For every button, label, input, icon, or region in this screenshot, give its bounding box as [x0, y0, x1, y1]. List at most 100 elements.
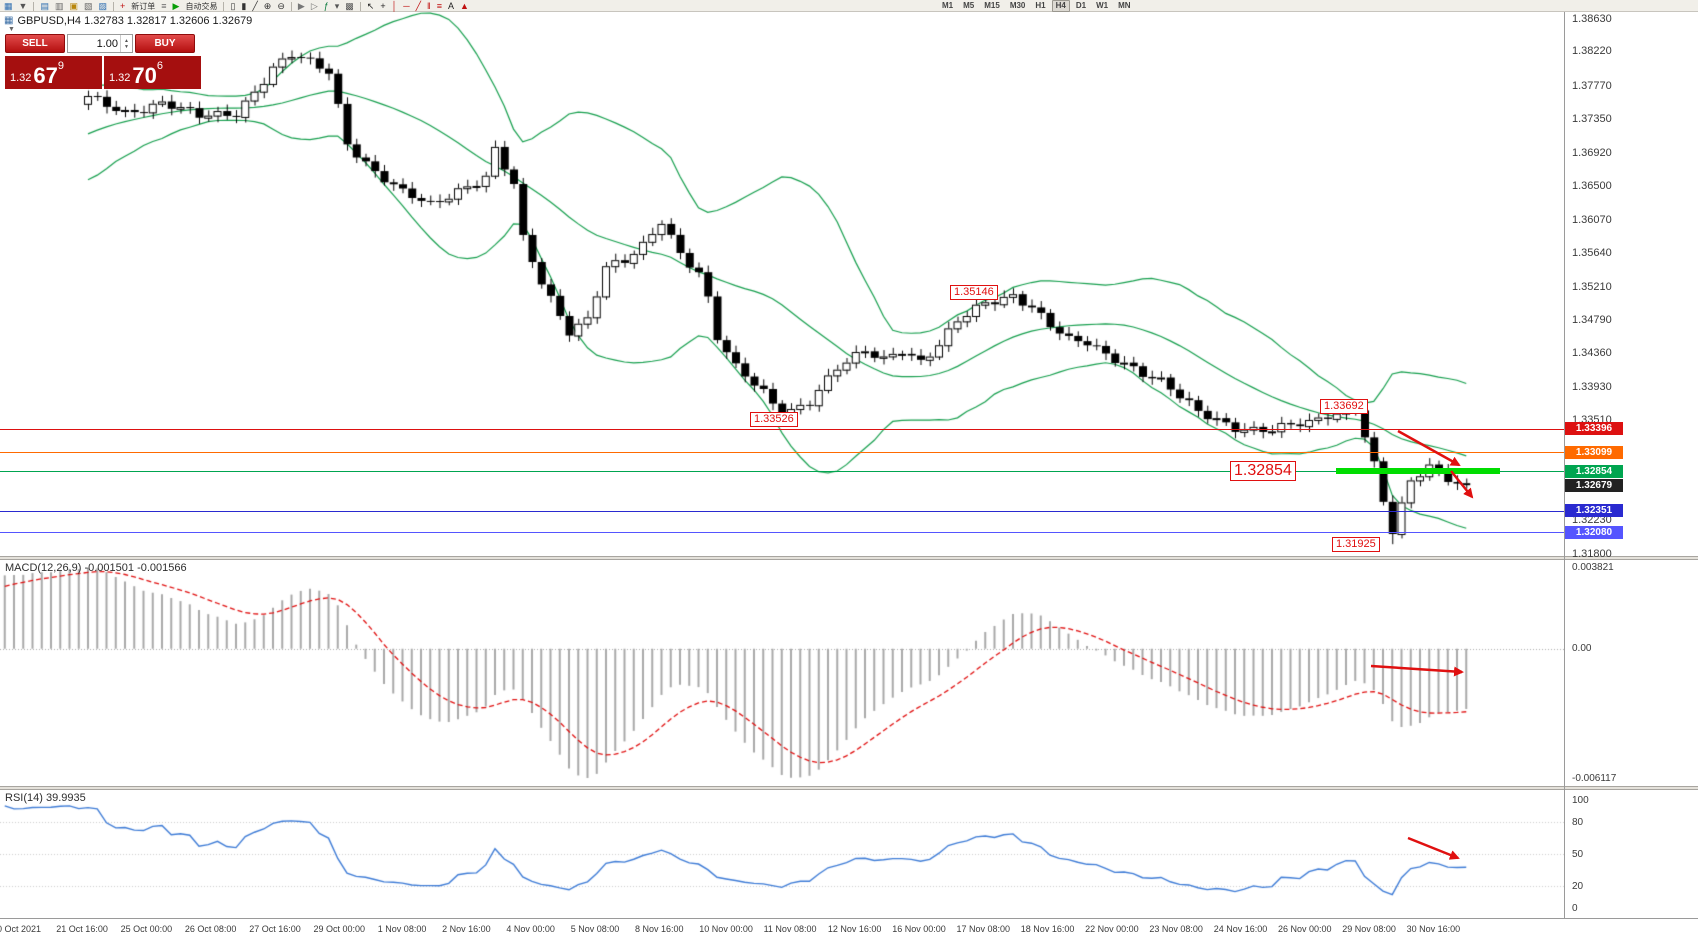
trade-panel-collapse-icon[interactable]: ▼	[8, 26, 15, 33]
panel-splitter-rsi[interactable]	[0, 786, 1698, 790]
autotrading-button[interactable]: ▶	[172, 0, 180, 11]
text-label-icon[interactable]: A	[448, 0, 455, 11]
timeframe-button-w1[interactable]: W1	[1096, 1, 1109, 10]
rsi-indicator-canvas[interactable]	[0, 790, 1564, 918]
horizontal-line-object[interactable]	[0, 532, 1564, 534]
market-watch-icon[interactable]: ▤	[40, 0, 49, 11]
navigator-icon[interactable]: ▣	[69, 0, 78, 11]
trendline-icon[interactable]: ╱	[415, 0, 422, 11]
volume-down-icon[interactable]: ▼	[124, 43, 129, 50]
new-chart-icon[interactable]: ▦	[4, 0, 13, 11]
time-axis-label: 12 Nov 16:00	[827, 924, 882, 934]
cursor-icon[interactable]: ↖	[366, 0, 375, 11]
trend-arrow-macd[interactable]	[1370, 664, 1464, 677]
equidistant-channel-icon[interactable]: ‖	[427, 0, 431, 11]
time-axis-label: 10 Nov 00:00	[699, 924, 753, 934]
price-annotation[interactable]: 1.33526	[750, 411, 798, 427]
volume-field[interactable]: ▲ ▼	[67, 34, 133, 53]
price-annotation[interactable]: 1.33692	[1320, 398, 1368, 414]
price-axis-tick: 1.36070	[1572, 213, 1612, 226]
timeframe-button-m1[interactable]: M1	[942, 1, 954, 10]
metaeditor-icon[interactable]: ≡	[161, 0, 167, 11]
terminal-icon[interactable]: ▧	[83, 0, 93, 11]
timeframe-button-h4[interactable]: H4	[1051, 0, 1070, 12]
rsi-scale-label: 100	[1572, 795, 1589, 806]
time-axis-label: 29 Nov 08:00	[1342, 924, 1396, 934]
zoom-in-icon[interactable]: ⊕	[263, 0, 272, 11]
timeframe-button-mn[interactable]: MN	[1118, 1, 1131, 10]
strategy-tester-icon[interactable]: ▨	[98, 0, 108, 11]
macd-indicator-canvas[interactable]	[0, 560, 1564, 786]
macd-scale-min: -0.006117	[1572, 773, 1617, 784]
chart-shift-icon[interactable]: ▷	[310, 0, 318, 11]
timeframe-button-m5[interactable]: M5	[963, 1, 975, 10]
volume-up-icon[interactable]: ▲	[124, 37, 129, 44]
time-axis: 20 Oct 2021 21 Oct 16:00 25 Oct 00:00 26 Oc…	[0, 918, 1698, 938]
sell-button[interactable]: SELL	[5, 34, 65, 53]
price-axis-tick: 1.37350	[1572, 113, 1612, 126]
buy-button[interactable]: BUY	[135, 34, 195, 53]
new-order-button[interactable]: +	[120, 0, 126, 11]
line-chart-icon[interactable]: ╱	[252, 0, 258, 11]
horizontal-line-object[interactable]	[0, 471, 1564, 473]
price-axis-tick: 1.34790	[1572, 313, 1612, 326]
toolbar-separator	[223, 1, 225, 11]
trend-arrow-rsi[interactable]	[1407, 836, 1460, 860]
timeframe-button-m30[interactable]: M30	[1009, 1, 1026, 10]
horizontal-line-object[interactable]	[0, 428, 1564, 430]
crosshair-icon[interactable]: +	[380, 0, 386, 11]
toolbar-separator	[33, 1, 35, 11]
buy-price-display[interactable]: 1.32 70 6	[104, 56, 201, 89]
vertical-line-icon[interactable]: │	[391, 0, 398, 11]
templates-icon[interactable]: ▩	[345, 0, 354, 11]
time-axis-label: 5 Nov 08:00	[570, 924, 620, 934]
price-axis-tick: 1.36920	[1572, 146, 1612, 159]
price-axis-badge: 1.33396	[1565, 422, 1623, 436]
timeframe-button-h1[interactable]: H1	[1035, 1, 1046, 10]
data-window-icon[interactable]: ▥	[54, 0, 64, 11]
profiles-icon[interactable]: ▼	[18, 0, 28, 11]
toolbar-icons: ▦ ▼ ▤ ▥ ▣ ▧ ▨ + 新订单 ≡ ▶ 自动交易 ▯ ▮ ╱ ⊕ ⊖ ▶ ▷ ƒ ▾ ▩ ↖ + │ ─ ╱ ‖ ≡ A ▲	[4, 0, 469, 12]
horizontal-line-object[interactable]	[0, 452, 1564, 454]
fibonacci-icon[interactable]: ≡	[436, 0, 443, 11]
price-chart-canvas[interactable]	[0, 12, 1564, 556]
price-axis-tick: 1.38220	[1572, 45, 1612, 58]
trend-arrow-price-2[interactable]	[1450, 470, 1474, 499]
auto-scroll-icon[interactable]: ▶	[297, 0, 305, 11]
price-annotation[interactable]: 1.32854	[1230, 461, 1296, 482]
rsi-scale-label: 0	[1572, 903, 1578, 914]
bar-chart-icon[interactable]: ▯	[230, 0, 236, 11]
candlestick-chart-icon[interactable]: ▮	[241, 0, 247, 11]
volume-spinner[interactable]: ▲ ▼	[120, 35, 132, 52]
price-annotation[interactable]: 1.35146	[950, 284, 998, 300]
horizontal-line-object[interactable]	[0, 510, 1564, 512]
top-toolbar: ▦ ▼ ▤ ▥ ▣ ▧ ▨ + 新订单 ≡ ▶ 自动交易 ▯ ▮ ╱ ⊕ ⊖ ▶ ▷ ƒ ▾ ▩ ↖ + │ ─ ╱ ‖ ≡ A ▲ M1 M…	[0, 0, 1698, 12]
panel-splitter-macd[interactable]	[0, 556, 1698, 560]
price-axis-badge: 1.32080	[1565, 525, 1623, 539]
arrows-tool-icon[interactable]: ▲	[460, 0, 469, 11]
support-line-segment[interactable]	[1336, 468, 1500, 475]
time-axis-label: 29 Oct 00:00	[313, 924, 366, 934]
time-axis-label: 25 Oct 00:00	[120, 924, 173, 934]
rsi-label: RSI(14) 39.9935	[5, 792, 86, 804]
buy-price-big: 70	[132, 63, 157, 88]
sell-price-display[interactable]: 1.32 67 9	[5, 56, 102, 89]
horizontal-line-icon[interactable]: ─	[403, 0, 410, 11]
chart-symbol-row: ▦ GBPUSD,H4 1.32783 1.32817 1.32606 1.32…	[4, 15, 252, 27]
price-annotation[interactable]: 1.31925	[1332, 537, 1380, 553]
time-axis-label: 8 Nov 16:00	[635, 924, 684, 934]
trend-arrow-price-1[interactable]	[1397, 429, 1461, 467]
time-axis-label: 20 Oct 2021	[0, 924, 42, 934]
timeframe-button-d1[interactable]: D1	[1075, 1, 1087, 10]
volume-input[interactable]	[68, 35, 120, 52]
rsi-scale-label: 50	[1572, 849, 1584, 860]
timeframe-button-m15[interactable]: M15	[984, 1, 1000, 10]
time-axis-label: 30 Nov 16:00	[1406, 924, 1461, 934]
periods-icon[interactable]: ▾	[334, 0, 340, 11]
price-axis-tick: 1.31800	[1572, 547, 1612, 560]
time-axis-label: 24 Nov 16:00	[1213, 924, 1268, 934]
indicators-icon[interactable]: ƒ	[323, 0, 329, 11]
zoom-out-icon[interactable]: ⊖	[277, 0, 285, 11]
price-axis-tick: 1.33510	[1572, 414, 1612, 427]
rsi-scale-label: 20	[1572, 881, 1584, 893]
